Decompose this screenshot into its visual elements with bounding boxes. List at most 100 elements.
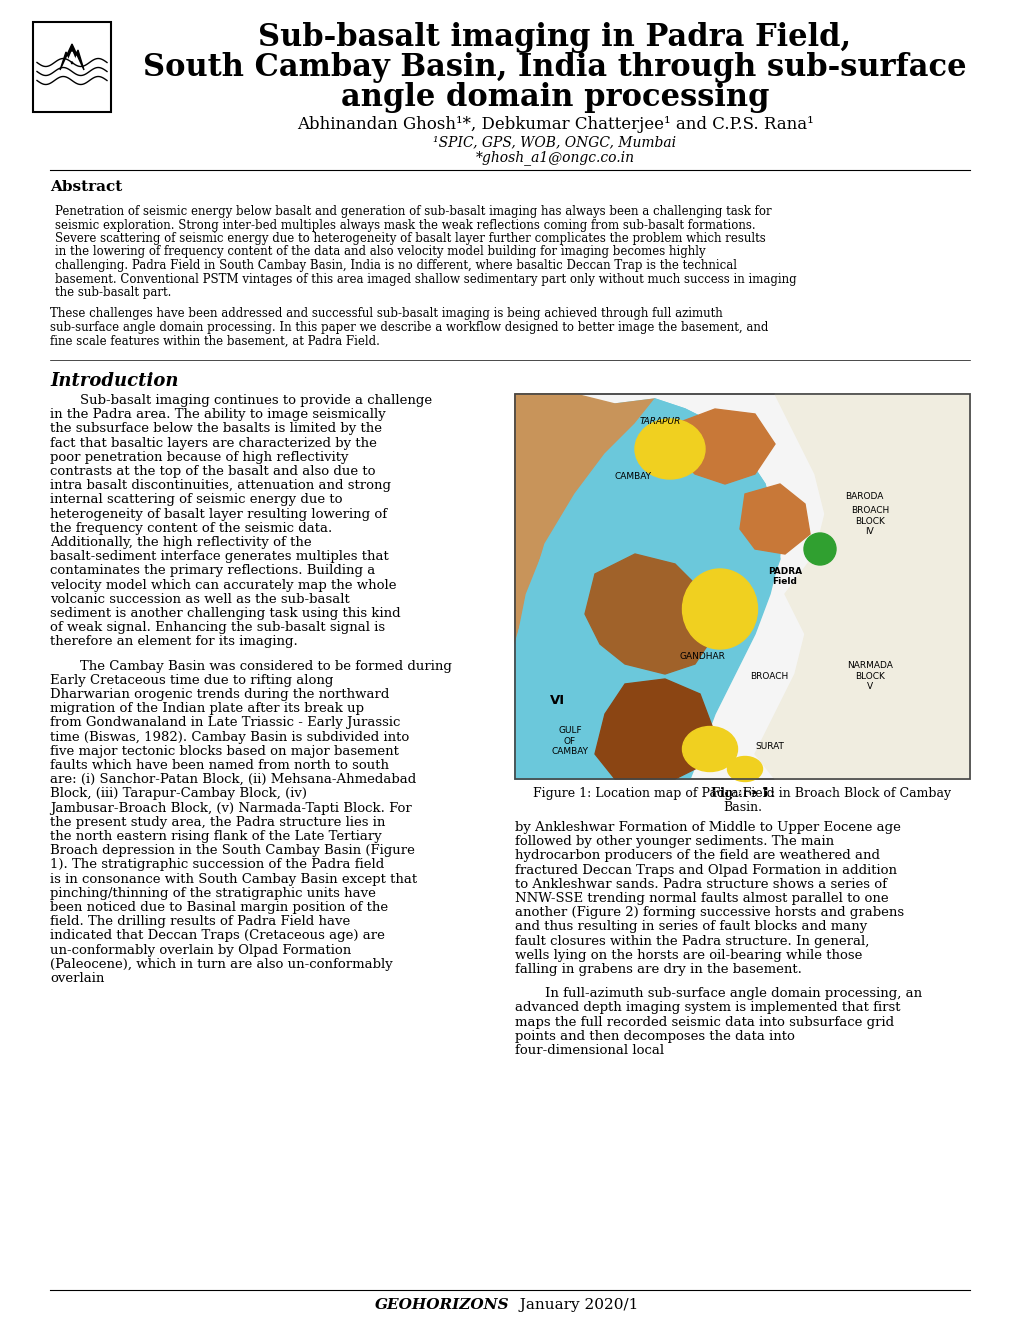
- Text: Dharwarian orogenic trends during the northward: Dharwarian orogenic trends during the no…: [50, 688, 389, 701]
- Text: GANDHAR: GANDHAR: [680, 652, 726, 661]
- Text: migration of the Indian plate after its break up: migration of the Indian plate after its …: [50, 702, 364, 715]
- Text: another (Figure 2) forming successive horsts and grabens: another (Figure 2) forming successive ho…: [515, 907, 903, 919]
- Text: BARODA: BARODA: [844, 492, 882, 502]
- Text: fact that basaltic layers are characterized by the: fact that basaltic layers are characteri…: [50, 437, 376, 450]
- Text: Abstract: Abstract: [50, 180, 122, 194]
- Text: fractured Deccan Traps and Olpad Formation in addition: fractured Deccan Traps and Olpad Formati…: [515, 863, 896, 876]
- Text: faults which have been named from north to south: faults which have been named from north …: [50, 759, 388, 772]
- Ellipse shape: [635, 418, 704, 479]
- Polygon shape: [739, 484, 809, 554]
- Text: velocity model which can accurately map the whole: velocity model which can accurately map …: [50, 578, 396, 591]
- Text: TARAPUR: TARAPUR: [639, 417, 680, 426]
- Text: the subsurface below the basalts is limited by the: the subsurface below the basalts is limi…: [50, 422, 382, 436]
- Text: contrasts at the top of the basalt and also due to: contrasts at the top of the basalt and a…: [50, 465, 375, 478]
- Bar: [33, 22, 111, 112]
- Text: the sub-basalt part.: the sub-basalt part.: [55, 286, 171, 300]
- Text: angle domain processing: angle domain processing: [340, 82, 768, 114]
- Text: of weak signal. Enhancing the sub-basalt signal is: of weak signal. Enhancing the sub-basalt…: [50, 622, 385, 634]
- Text: BROACH
BLOCK
IV: BROACH BLOCK IV: [850, 506, 889, 536]
- Polygon shape: [60, 44, 84, 70]
- Text: Sub-basalt imaging continues to provide a challenge: Sub-basalt imaging continues to provide …: [79, 393, 432, 407]
- Text: Early Cretaceous time due to rifting along: Early Cretaceous time due to rifting alo…: [50, 673, 333, 686]
- Text: Abhinandan Ghosh¹*, Debkumar Chatterjee¹ and C.P.S. Rana¹: Abhinandan Ghosh¹*, Debkumar Chatterjee¹…: [297, 116, 812, 133]
- Text: Broach depression in the South Cambay Basin (Figure: Broach depression in the South Cambay Ba…: [50, 845, 415, 857]
- Text: January 2020/1: January 2020/1: [510, 1298, 638, 1312]
- Polygon shape: [675, 409, 774, 484]
- Text: GULF
OF
CAMBAY: GULF OF CAMBAY: [551, 726, 588, 756]
- Text: from Gondwanaland in Late Triassic - Early Jurassic: from Gondwanaland in Late Triassic - Ear…: [50, 717, 400, 730]
- Text: Block, (iii) Tarapur-Cambay Block, (iv): Block, (iii) Tarapur-Cambay Block, (iv): [50, 788, 307, 800]
- Polygon shape: [515, 393, 654, 644]
- Text: PADRA
Field: PADRA Field: [767, 566, 801, 586]
- Text: internal scattering of seismic energy due to: internal scattering of seismic energy du…: [50, 494, 342, 507]
- Text: in the Padra area. The ability to image seismically: in the Padra area. The ability to image …: [50, 408, 385, 421]
- Text: Jambusar-Broach Block, (v) Narmada-Tapti Block. For: Jambusar-Broach Block, (v) Narmada-Tapti…: [50, 801, 412, 814]
- Text: sub-surface angle domain processing. In this paper we describe a workflow design: sub-surface angle domain processing. In …: [50, 321, 767, 334]
- Text: ¹SPIC, GPS, WOB, ONGC, Mumbai: ¹SPIC, GPS, WOB, ONGC, Mumbai: [433, 135, 676, 149]
- Text: points and then decomposes the data into: points and then decomposes the data into: [515, 1030, 794, 1043]
- Text: is in consonance with South Cambay Basin except that: is in consonance with South Cambay Basin…: [50, 873, 417, 886]
- Polygon shape: [66, 51, 77, 66]
- Text: Basin.: Basin.: [722, 801, 761, 814]
- Text: sediment is another challenging task using this kind: sediment is another challenging task usi…: [50, 607, 400, 620]
- Text: BROACH: BROACH: [749, 672, 788, 681]
- Polygon shape: [515, 399, 780, 779]
- Ellipse shape: [682, 726, 737, 771]
- Text: time (Biswas, 1982). Cambay Basin is subdivided into: time (Biswas, 1982). Cambay Basin is sub…: [50, 730, 409, 743]
- Text: In full-azimuth sub-surface angle domain processing, an: In full-azimuth sub-surface angle domain…: [544, 987, 921, 1001]
- Text: Figure 1:: Figure 1:: [710, 787, 773, 800]
- Text: Sub-basalt imaging in Padra Field,: Sub-basalt imaging in Padra Field,: [258, 22, 851, 53]
- Polygon shape: [515, 399, 780, 779]
- Bar: [515, 393, 969, 779]
- Text: the present study area, the Padra structure lies in: the present study area, the Padra struct…: [50, 816, 385, 829]
- Text: Figure 1: Location map of Padra Field in Broach Block of Cambay Basin.: Figure 1: Location map of Padra Field in…: [512, 787, 972, 800]
- Text: Penetration of seismic energy below basalt and generation of sub-basalt imaging : Penetration of seismic energy below basa…: [55, 205, 770, 218]
- Text: South Cambay Basin, India through sub-surface: South Cambay Basin, India through sub-su…: [143, 51, 966, 83]
- Ellipse shape: [727, 756, 762, 781]
- Text: advanced depth imaging system is implemented that first: advanced depth imaging system is impleme…: [515, 1002, 900, 1014]
- Text: 1). The stratigraphic succession of the Padra field: 1). The stratigraphic succession of the …: [50, 858, 384, 871]
- Text: basalt-sediment interface generates multiples that: basalt-sediment interface generates mult…: [50, 550, 388, 564]
- Polygon shape: [585, 554, 714, 675]
- Text: wells lying on the horsts are oil-bearing while those: wells lying on the horsts are oil-bearin…: [515, 949, 861, 962]
- Text: intra basalt discontinuities, attenuation and strong: intra basalt discontinuities, attenuatio…: [50, 479, 390, 492]
- Circle shape: [803, 533, 836, 565]
- Text: Severe scattering of seismic energy due to heterogeneity of basalt layer further: Severe scattering of seismic energy due …: [55, 232, 765, 246]
- Text: by Ankleshwar Formation of Middle to Upper Eocene age: by Ankleshwar Formation of Middle to Upp…: [515, 821, 900, 834]
- Text: in the lowering of frequency content of the data and also velocity model buildin: in the lowering of frequency content of …: [55, 246, 705, 259]
- Text: NNW-SSE trending normal faults almost parallel to one: NNW-SSE trending normal faults almost pa…: [515, 892, 888, 906]
- Text: and thus resulting in series of fault blocks and many: and thus resulting in series of fault bl…: [515, 920, 866, 933]
- Text: GEOHORIZONS: GEOHORIZONS: [375, 1298, 510, 1312]
- Text: challenging. Padra Field in South Cambay Basin, India is no different, where bas: challenging. Padra Field in South Cambay…: [55, 259, 737, 272]
- Text: therefore an element for its imaging.: therefore an element for its imaging.: [50, 635, 298, 648]
- Text: the north eastern rising flank of the Late Tertiary: the north eastern rising flank of the La…: [50, 830, 381, 843]
- Text: SURAT: SURAT: [754, 742, 784, 751]
- Text: VI: VI: [549, 694, 565, 708]
- Text: hydrocarbon producers of the field are weathered and: hydrocarbon producers of the field are w…: [515, 849, 879, 862]
- Text: Figure 1: Location map of Padra Field in Broach Block of Cambay: Figure 1: Location map of Padra Field in…: [533, 787, 951, 800]
- Text: basement. Conventional PSTM vintages of this area imaged shallow sedimentary par: basement. Conventional PSTM vintages of …: [55, 272, 796, 285]
- Text: NARMADA
BLOCK
V: NARMADA BLOCK V: [846, 661, 892, 690]
- Text: five major tectonic blocks based on major basement: five major tectonic blocks based on majo…: [50, 744, 398, 758]
- Text: falling in grabens are dry in the basement.: falling in grabens are dry in the baseme…: [515, 964, 801, 975]
- Text: the frequency content of the seismic data.: the frequency content of the seismic dat…: [50, 521, 332, 535]
- Text: heterogeneity of basalt layer resulting lowering of: heterogeneity of basalt layer resulting …: [50, 508, 387, 520]
- Text: These challenges have been addressed and successful sub-basalt imaging is being : These challenges have been addressed and…: [50, 308, 722, 321]
- Text: Additionally, the high reflectivity of the: Additionally, the high reflectivity of t…: [50, 536, 312, 549]
- Text: fine scale features within the basement, at Padra Field.: fine scale features within the basement,…: [50, 334, 379, 347]
- Text: field. The drilling results of Padra Field have: field. The drilling results of Padra Fie…: [50, 915, 350, 928]
- Text: are: (i) Sanchor-Patan Block, (ii) Mehsana-Ahmedabad: are: (i) Sanchor-Patan Block, (ii) Mehsa…: [50, 774, 416, 787]
- Bar: [515, 393, 969, 779]
- Text: indicated that Deccan Traps (Cretaceous age) are: indicated that Deccan Traps (Cretaceous …: [50, 929, 384, 942]
- Text: The Cambay Basin was considered to be formed during: The Cambay Basin was considered to be fo…: [79, 660, 451, 673]
- Polygon shape: [754, 393, 969, 779]
- Text: volcanic succession as well as the sub-basalt: volcanic succession as well as the sub-b…: [50, 593, 350, 606]
- Text: poor penetration because of high reflectivity: poor penetration because of high reflect…: [50, 451, 348, 463]
- Text: *ghosh_a1@ongc.co.in: *ghosh_a1@ongc.co.in: [475, 150, 634, 165]
- Ellipse shape: [682, 569, 757, 649]
- Text: seismic exploration. Strong inter-bed multiples always mask the weak reflections: seismic exploration. Strong inter-bed mu…: [55, 219, 755, 231]
- Text: Introduction: Introduction: [50, 372, 178, 389]
- Polygon shape: [594, 678, 714, 779]
- Text: contaminates the primary reflections. Building a: contaminates the primary reflections. Bu…: [50, 565, 375, 577]
- Text: followed by other younger sediments. The main: followed by other younger sediments. The…: [515, 836, 834, 849]
